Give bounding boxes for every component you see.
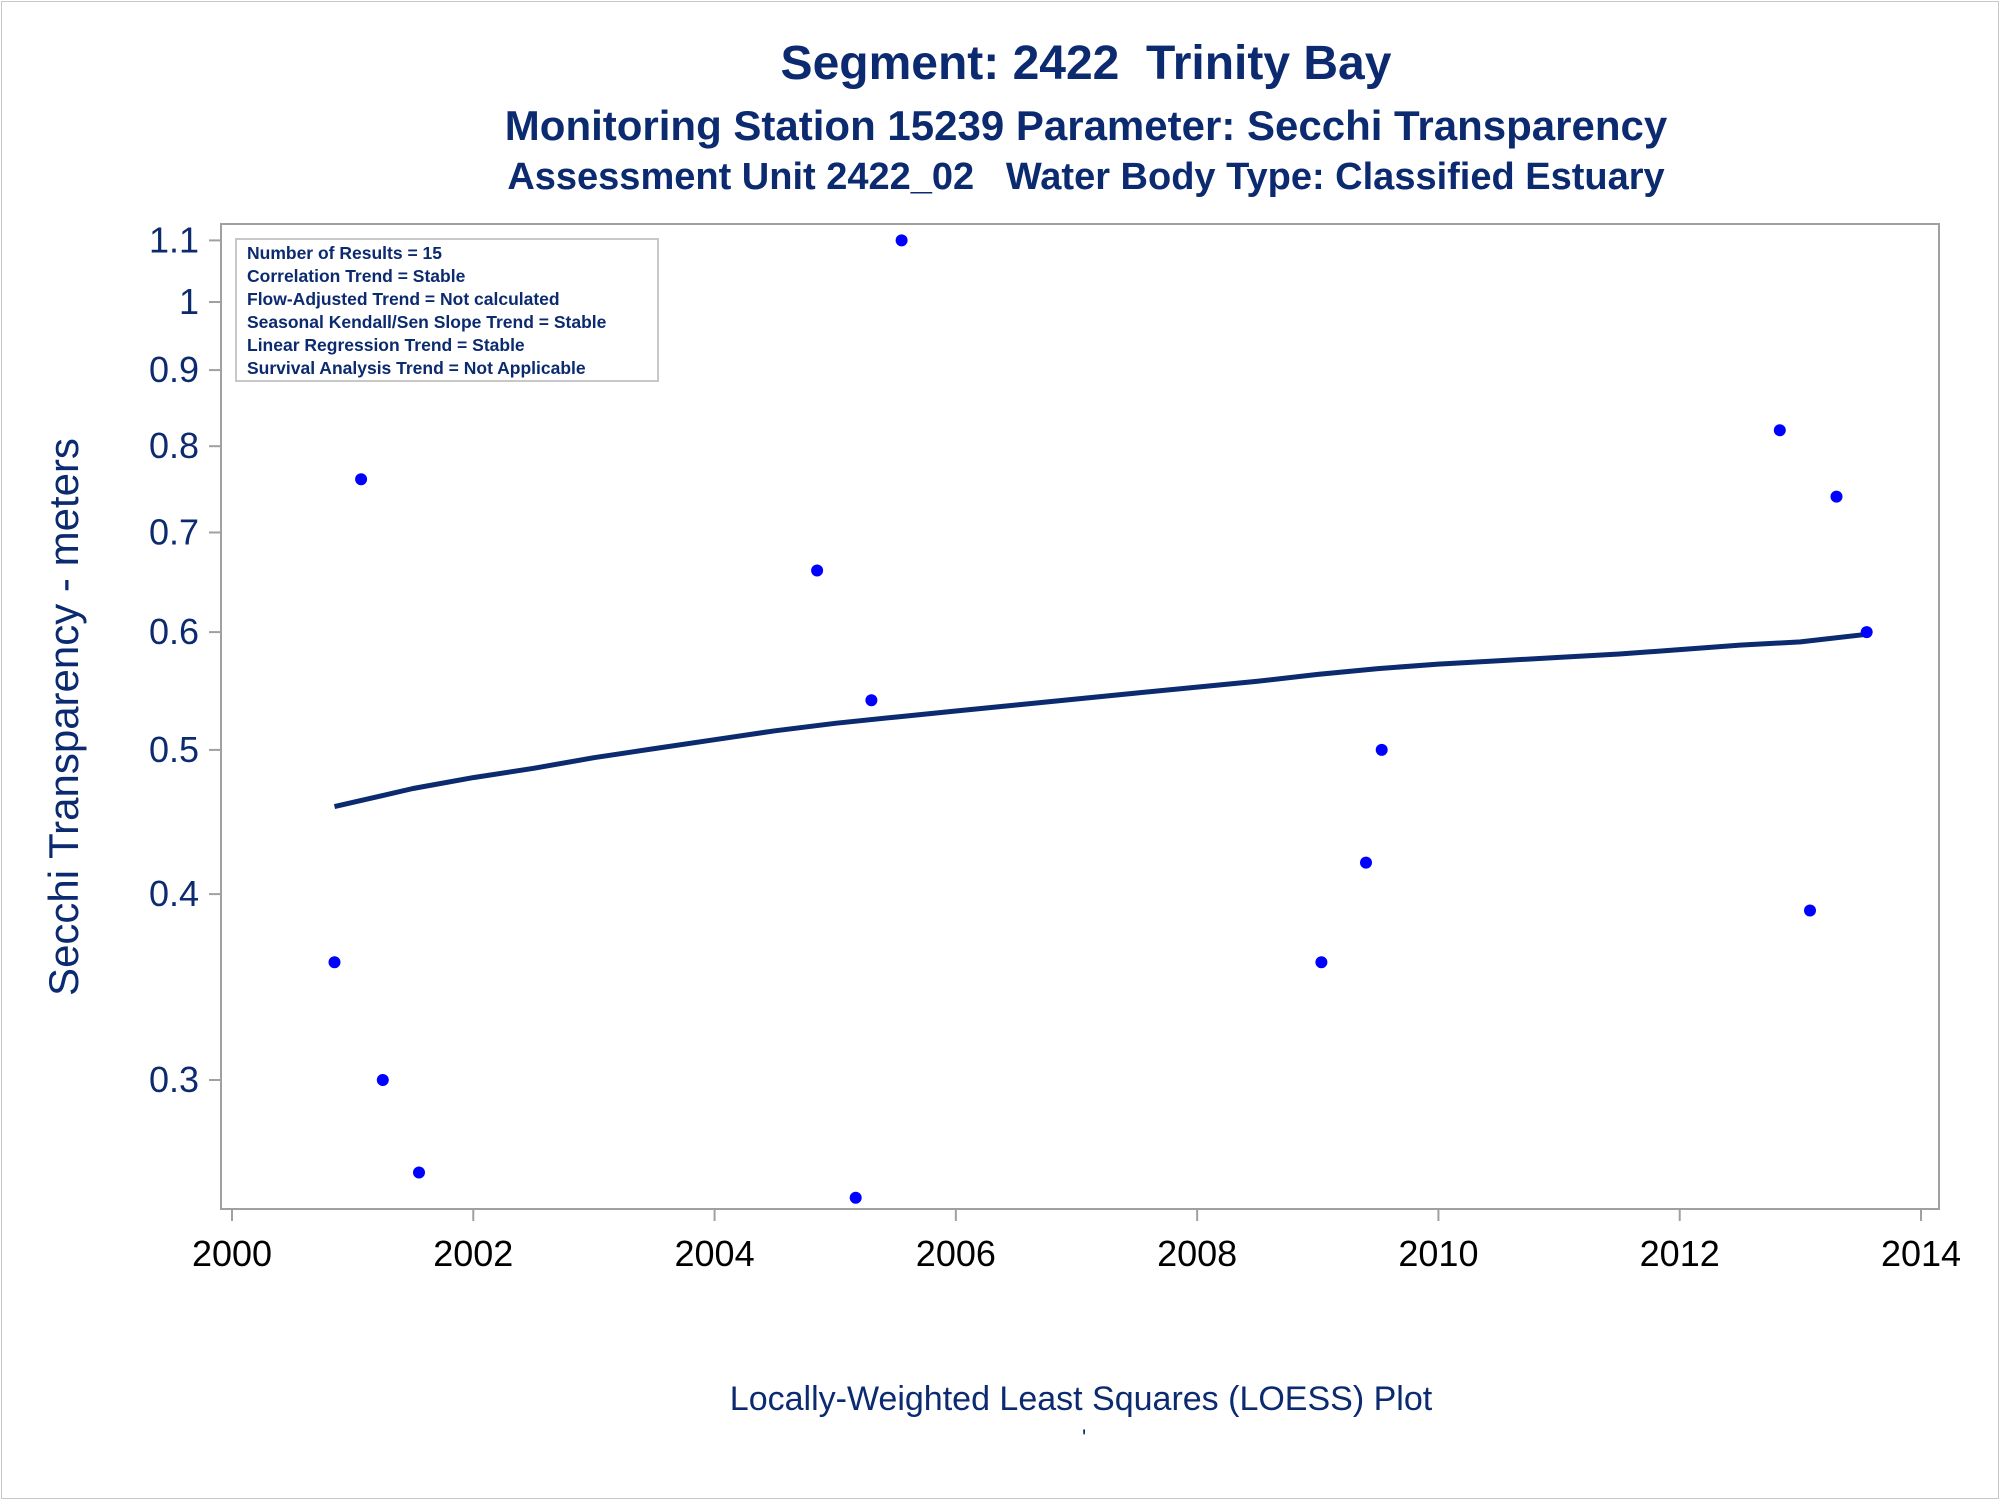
y-axis-title: Secchi Transparency - meters <box>40 438 87 996</box>
stats-line-correlation: Correlation Trend = Stable <box>247 266 466 286</box>
stats-line-survival: Survival Analysis Trend = Not Applicable <box>247 358 586 378</box>
x-tick-label: 2004 <box>675 1233 755 1274</box>
data-point <box>811 564 824 577</box>
y-tick-label: 1.1 <box>149 219 199 260</box>
y-tick-label: 1 <box>179 281 199 322</box>
y-tick-label: 0.5 <box>149 729 199 770</box>
data-point <box>1804 904 1816 917</box>
footnote-mark: ' <box>1082 1425 1087 1450</box>
data-point <box>1860 626 1873 639</box>
data-point <box>865 694 878 707</box>
data-point <box>1773 424 1786 437</box>
loess-line <box>333 631 1867 810</box>
y-tick-label: 0.3 <box>149 1059 199 1100</box>
x-tick-label: 2006 <box>916 1233 996 1274</box>
y-tick-label: 0.6 <box>149 611 199 652</box>
stats-line-seasonal-kendall: Seasonal Kendall/Sen Slope Trend = Stabl… <box>247 312 607 332</box>
x-tick-label: 2002 <box>433 1233 513 1274</box>
scatter-series <box>328 234 1873 1204</box>
data-point <box>1315 956 1328 969</box>
stats-line-results: Number of Results = 15 <box>247 243 442 263</box>
stats-line-linear-regression: Linear Regression Trend = Stable <box>247 335 525 355</box>
x-axis: 2000 2002 2004 2006 2008 2010 2012 2014 <box>192 1209 1961 1274</box>
data-point <box>376 1074 389 1086</box>
y-axis: 0.3 0.4 0.5 0.6 0.7 0.8 0.9 1 1.1 <box>149 219 221 1100</box>
data-point <box>1375 743 1388 756</box>
loess-series <box>333 631 1867 810</box>
data-point <box>1360 856 1372 869</box>
y-tick-label: 0.4 <box>149 873 199 914</box>
chart-subtitle-assessment: Assessment Unit 2422_02 Water Body Type:… <box>507 156 1665 198</box>
x-tick-label: 2010 <box>1398 1233 1478 1274</box>
stats-inset: Number of Results = 15 Correlation Trend… <box>235 238 659 382</box>
data-point <box>849 1191 862 1204</box>
data-point <box>328 956 341 969</box>
stats-inset-box <box>235 238 659 382</box>
y-tick-label: 0.8 <box>149 425 199 466</box>
data-point <box>355 473 368 486</box>
x-tick-label: 2000 <box>192 1233 272 1274</box>
plot-area <box>220 223 1940 1210</box>
x-tick-label: 2008 <box>1157 1233 1237 1274</box>
data-point <box>413 1166 425 1179</box>
stats-line-flow-adjusted: Flow-Adjusted Trend = Not calculated <box>247 289 560 309</box>
data-point <box>895 234 908 247</box>
chart-subtitle-station: Monitoring Station 15239 Parameter: Secc… <box>504 102 1668 149</box>
y-tick-label: 0.9 <box>149 349 199 390</box>
x-tick-label: 2014 <box>1881 1233 1961 1274</box>
data-point <box>1830 490 1843 503</box>
y-tick-label: 0.7 <box>149 511 199 552</box>
chart-title: Segment: 2422 Trinity Bay <box>780 37 1392 90</box>
footnote: Locally-Weighted Least Squares (LOESS) P… <box>729 1380 1433 1418</box>
x-tick-label: 2012 <box>1640 1233 1720 1274</box>
